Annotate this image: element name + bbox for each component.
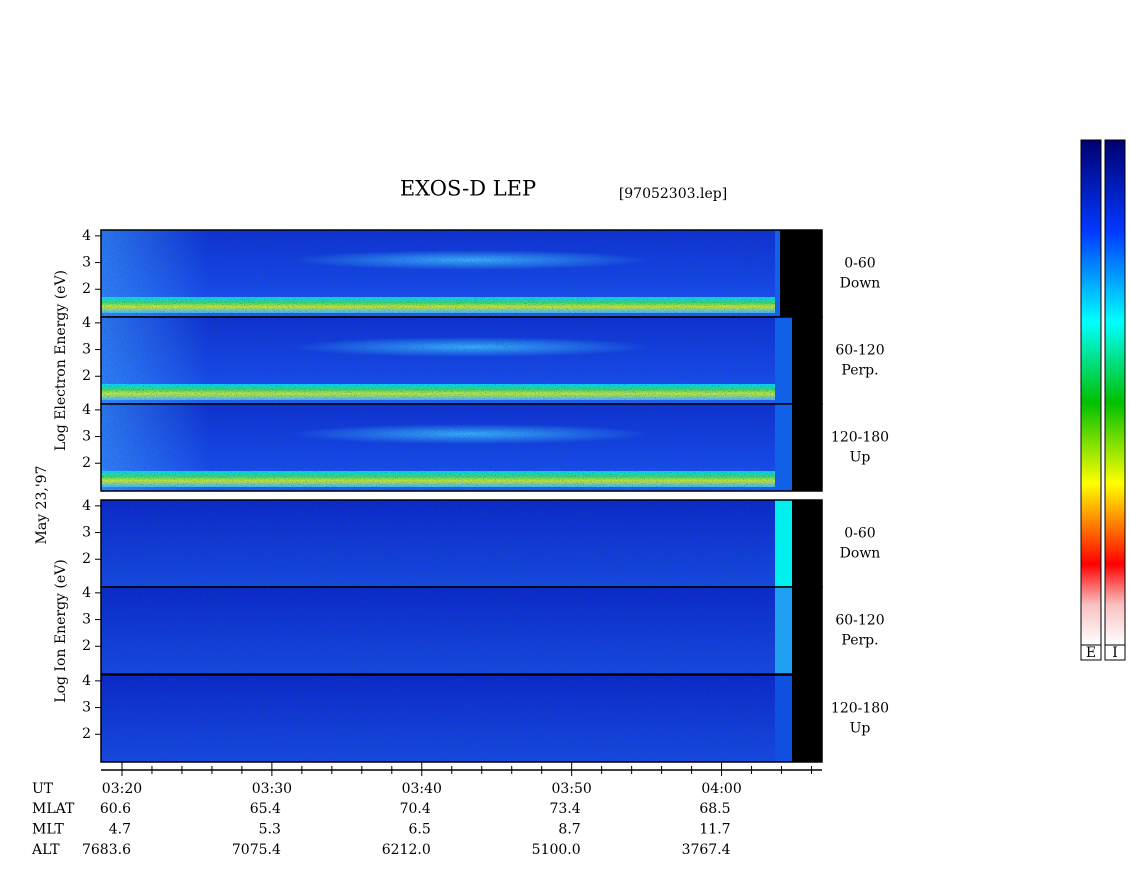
orbit-value: 7075.4 — [232, 842, 281, 858]
chart-title: EXOS-D LEP — [400, 177, 536, 201]
y-tick-label: 4 — [82, 228, 91, 244]
no-data — [792, 317, 822, 404]
spectrogram-panel — [100, 499, 823, 588]
y-tick-label: 2 — [82, 551, 91, 567]
panel-direction-label: Perp. — [841, 633, 878, 649]
color-bar-label-box — [1080, 644, 1102, 661]
y-tick-label: 4 — [82, 402, 91, 418]
y-tick-label: 3 — [82, 429, 91, 445]
y-axis-label: Log Electron Energy (eV) — [53, 270, 69, 451]
panel-angle-label: 120-180 — [831, 430, 889, 446]
orbit-row-label: MLAT — [32, 801, 75, 817]
y-tick-label: 3 — [82, 342, 91, 358]
no-data — [792, 587, 822, 674]
x-tick-label: 04:00 — [701, 781, 741, 797]
orbit-value: 70.4 — [400, 801, 431, 817]
y-axis-label: Log Ion Energy (eV) — [53, 559, 69, 702]
orbit-value: 65.4 — [250, 801, 281, 817]
date-label: May 23,'97 — [34, 466, 50, 545]
panel-angle-label: 60-120 — [835, 613, 884, 629]
color-bar — [1104, 139, 1126, 646]
orbit-value: 3767.4 — [682, 842, 731, 858]
y-tick-label: 3 — [82, 612, 91, 628]
color-bar-label: I — [1112, 645, 1118, 661]
orbit-value: 6212.0 — [382, 842, 431, 858]
noise — [101, 675, 822, 762]
no-data — [792, 500, 822, 587]
orbit-value: 6.5 — [409, 822, 431, 838]
x-tick-label: 03:20 — [102, 781, 142, 797]
file-name: [97052303.lep] — [619, 186, 727, 202]
spectrogram-panel — [100, 586, 823, 675]
spectrogram-panel — [100, 316, 823, 405]
y-tick-label: 2 — [82, 455, 91, 471]
panel-direction-label: Down — [840, 546, 881, 562]
color-bar — [1080, 139, 1102, 646]
noise — [101, 587, 822, 674]
panel-direction-label: Up — [850, 450, 871, 466]
y-tick-label: 3 — [82, 525, 91, 541]
panel-angle-label: 0-60 — [844, 256, 875, 272]
orbit-value: 68.5 — [699, 801, 730, 817]
y-tick-label: 4 — [82, 315, 91, 331]
data-edge — [775, 317, 792, 404]
panel-direction-label: Perp. — [841, 363, 878, 379]
noise — [101, 404, 822, 491]
orbit-value: 73.4 — [550, 801, 581, 817]
panel-frame — [100, 674, 823, 763]
y-tick-label: 3 — [82, 700, 91, 716]
x-tick-label: 03:30 — [252, 781, 292, 797]
y-tick-label: 4 — [82, 585, 91, 601]
y-tick-label: 4 — [82, 673, 91, 689]
noise — [101, 500, 822, 587]
x-axis-label: UT — [32, 781, 54, 797]
y-tick-label: 2 — [82, 281, 91, 297]
orbit-value: 11.7 — [699, 822, 730, 838]
orbit-value: 5.3 — [259, 822, 281, 838]
panel-direction-label: Up — [850, 721, 871, 737]
orbit-value: 7683.6 — [82, 842, 131, 858]
y-tick-label: 2 — [82, 638, 91, 654]
data-edge — [775, 230, 780, 317]
orbit-value: 4.7 — [109, 822, 131, 838]
orbit-value: 8.7 — [558, 822, 580, 838]
panel-angle-label: 120-180 — [831, 701, 889, 717]
data-edge — [775, 587, 792, 674]
noise — [101, 230, 822, 317]
spectrogram-panel — [100, 674, 823, 763]
data-edge — [775, 675, 792, 762]
data-edge — [775, 404, 792, 491]
orbit-value: 5100.0 — [532, 842, 581, 858]
y-tick-label: 4 — [82, 498, 91, 514]
noise — [101, 317, 822, 404]
no-data — [792, 675, 822, 762]
orbit-row-label: ALT — [31, 842, 60, 858]
panel-frame — [100, 403, 823, 492]
no-data — [780, 230, 822, 317]
x-tick-label: 03:40 — [402, 781, 442, 797]
y-tick-label: 2 — [82, 726, 91, 742]
panel-frame — [100, 586, 823, 675]
y-tick-label: 2 — [82, 368, 91, 384]
orbit-value: 60.6 — [100, 801, 131, 817]
panel-angle-label: 0-60 — [844, 526, 875, 542]
orbit-row-label: MLT — [32, 822, 64, 838]
color-bar-label-box — [1104, 644, 1126, 661]
spectrogram-panel — [100, 403, 823, 492]
color-bar-label: E — [1086, 645, 1096, 661]
spectrogram-panel — [100, 229, 823, 318]
panel-angle-label: 60-120 — [835, 343, 884, 359]
y-tick-label: 3 — [82, 255, 91, 271]
no-data — [792, 404, 822, 491]
data-edge — [775, 500, 792, 587]
x-tick-label: 03:50 — [551, 781, 591, 797]
panel-direction-label: Down — [840, 276, 881, 292]
